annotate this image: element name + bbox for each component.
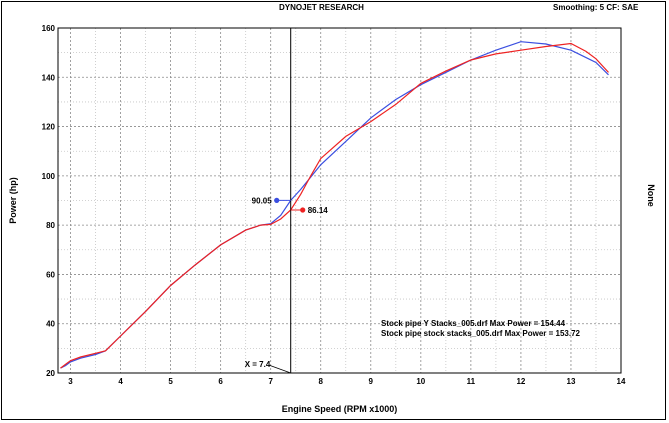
secondary-y-axis-title: None	[646, 184, 656, 207]
x-tick-label: 4	[118, 377, 123, 386]
x-tick-label: 3	[68, 377, 73, 386]
series-line-1	[60, 42, 609, 369]
y-tick-label: 60	[46, 270, 55, 279]
y-tick-label: 80	[46, 221, 55, 230]
header-settings: Smoothing: 5 CF: SAE	[553, 3, 639, 12]
x-tick-label: 6	[218, 377, 223, 386]
x-tick-label: 10	[416, 377, 425, 386]
y-tick-label: 100	[42, 172, 56, 181]
x-tick-label: 9	[369, 377, 374, 386]
marker-dot	[300, 207, 306, 213]
y-tick-label: 160	[42, 24, 56, 33]
marker-dot	[274, 197, 280, 203]
x-tick-label: 14	[617, 377, 626, 386]
legend-entry-stock-stacks: Stock pipe stock stacks_005.drf Max Powe…	[381, 329, 580, 338]
legend-entry-y-stacks: Stock pipe Y Stacks_005.drf Max Power = …	[381, 319, 566, 328]
series-lines	[60, 41, 609, 369]
cursor-markers: 90.05 86.14	[252, 196, 329, 215]
x-tick-label: 8	[319, 377, 324, 386]
y-tick-label: 140	[42, 73, 56, 82]
y-tick-label: 40	[46, 320, 55, 329]
x-tick-labels: 3 4 5 6 7 8 9 10 11 12 13 14	[68, 377, 626, 386]
y-tick-label: 120	[42, 123, 56, 132]
header-title: DYNOJET RESEARCH	[279, 3, 364, 12]
y-tick-labels: 20 40 60 80 100 120 140 160	[42, 24, 56, 378]
marker-value-label: 90.05	[252, 196, 273, 205]
y-tick-label: 20	[46, 369, 55, 378]
x-tick-label: 11	[467, 377, 476, 386]
cursor-label-leader	[268, 364, 291, 374]
x-tick-label: 7	[268, 377, 273, 386]
marker-value-label: 86.14	[308, 206, 329, 215]
x-axis-title: Engine Speed (RPM x1000)	[282, 404, 398, 414]
x-tick-label: 12	[516, 377, 525, 386]
x-tick-label: 13	[567, 377, 576, 386]
y-axis-title: Power (hp)	[8, 177, 18, 224]
cursor-label: X = 7.4	[245, 360, 271, 369]
x-tick-label: 5	[168, 377, 173, 386]
plot-border	[57, 27, 622, 374]
